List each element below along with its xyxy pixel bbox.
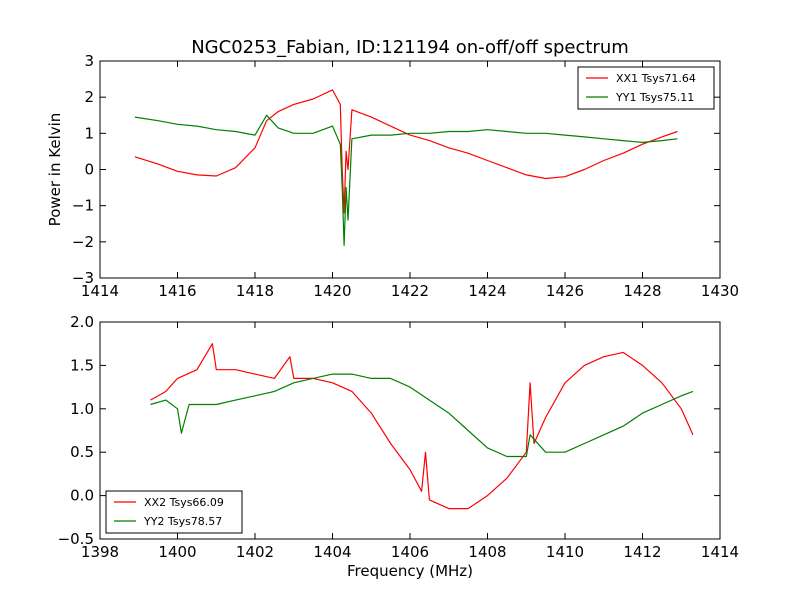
x-tick-label: 1414 [81,282,119,300]
y-tick-label: 3 [84,52,94,70]
x-tick-label: 1420 [313,282,351,300]
plot-frame [99,60,721,279]
legend-entry: XX1 Tsys71.64 [616,72,696,85]
legend-box [105,490,243,534]
upper-plot: NGC0253_Fabian, ID:121194 on-off/off spe… [46,37,739,300]
legend-entry: XX2 Tsys66.09 [144,496,224,509]
x-tick-label: 1408 [468,543,506,561]
x-tick-label: 1416 [158,282,196,300]
chart-title: NGC0253_Fabian, ID:121194 on-off/off spe… [191,37,629,58]
x-tick-label: 1424 [468,282,506,300]
y-tick-label: 0.0 [70,487,94,505]
y-tick-label: −3 [72,269,94,287]
x-tick-label: 1400 [158,543,196,561]
x-tick-label: 1414 [701,543,739,561]
series-line-xx2 [150,343,694,510]
plot-frame [99,321,721,540]
y-tick-label: 1 [84,124,94,142]
x-tick-label: 1410 [546,543,584,561]
series-line-yy2 [150,373,694,458]
series-line-xx1 [134,89,678,214]
x-tick-label: 1404 [313,543,351,561]
y-tick-label: −0.5 [58,530,94,548]
x-tick-label: 1412 [623,543,661,561]
y-tick-label: 0 [84,161,94,179]
series-line-yy1 [134,114,678,246]
y-tick-label: 1.5 [70,356,94,374]
y-axis-label: Power in Kelvin [46,113,64,227]
lower-plot: 1398 1400 1402 1404 1406 1408 1410 1412 1414 −0.5… [58,313,740,580]
y-tick-label: 1.0 [70,400,94,418]
x-axis-label: Frequency (MHz) [347,562,473,580]
x-tick-label: 1428 [623,282,661,300]
y-tick-label: 0.5 [70,443,94,461]
legend-box [577,66,715,110]
y-tick-label: −2 [72,233,94,251]
x-tick-label: 1402 [236,543,274,561]
x-tick-label: 1418 [236,282,274,300]
y-tick-label: −1 [72,197,94,215]
x-tick-label: 1406 [391,543,429,561]
x-tick-label: 1430 [701,282,739,300]
y-tick-label: 2 [84,88,94,106]
legend-entry: YY1 Tsys75.11 [615,91,694,104]
legend-entry: YY2 Tsys78.57 [143,515,222,528]
x-tick-label: 1426 [546,282,584,300]
y-tick-label: 2.0 [70,313,94,331]
x-tick-label: 1422 [391,282,429,300]
x-tick-label: 1398 [81,543,119,561]
